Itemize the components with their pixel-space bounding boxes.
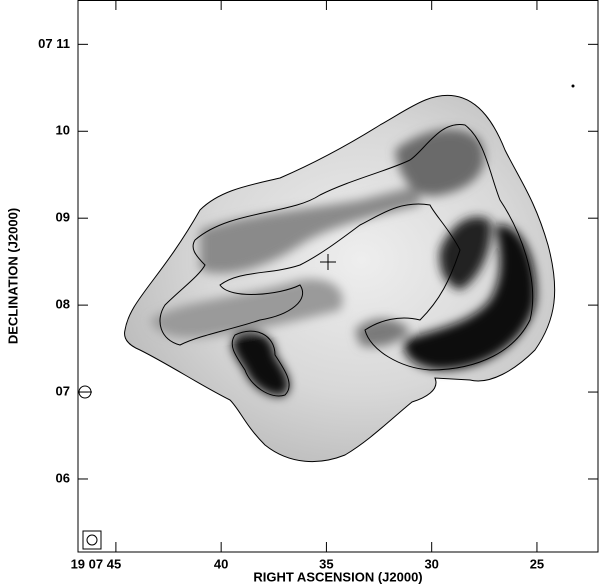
radio-image <box>78 84 575 550</box>
x-tick-label: 40 <box>214 556 228 571</box>
outer-contour <box>124 94 556 463</box>
x-tick-label: 19 07 45 <box>71 556 122 571</box>
beam-box <box>82 530 102 550</box>
x-tick-label: 35 <box>319 556 333 571</box>
inner-contour <box>231 330 290 397</box>
x-tick-label: 30 <box>424 556 438 571</box>
frame <box>77 0 599 553</box>
inner-contour <box>159 124 534 371</box>
y-tick-label: 07 11 <box>38 36 70 51</box>
y-tick-label: 09 <box>56 210 70 225</box>
remnant <box>124 95 555 462</box>
beam <box>86 534 98 546</box>
x-tick-label: 25 <box>530 556 544 571</box>
y-axis-label: DECLINATION (J2000) <box>5 208 20 344</box>
y-tick-label: 07 <box>56 383 70 398</box>
source-dot <box>571 84 575 88</box>
x-axis-label: RIGHT ASCENSION (J2000) <box>253 569 422 584</box>
y-tick-label: 10 <box>56 123 70 138</box>
y-tick-label: 08 <box>56 297 70 312</box>
emission <box>150 129 536 396</box>
y-tick-label: 06 <box>56 470 70 485</box>
